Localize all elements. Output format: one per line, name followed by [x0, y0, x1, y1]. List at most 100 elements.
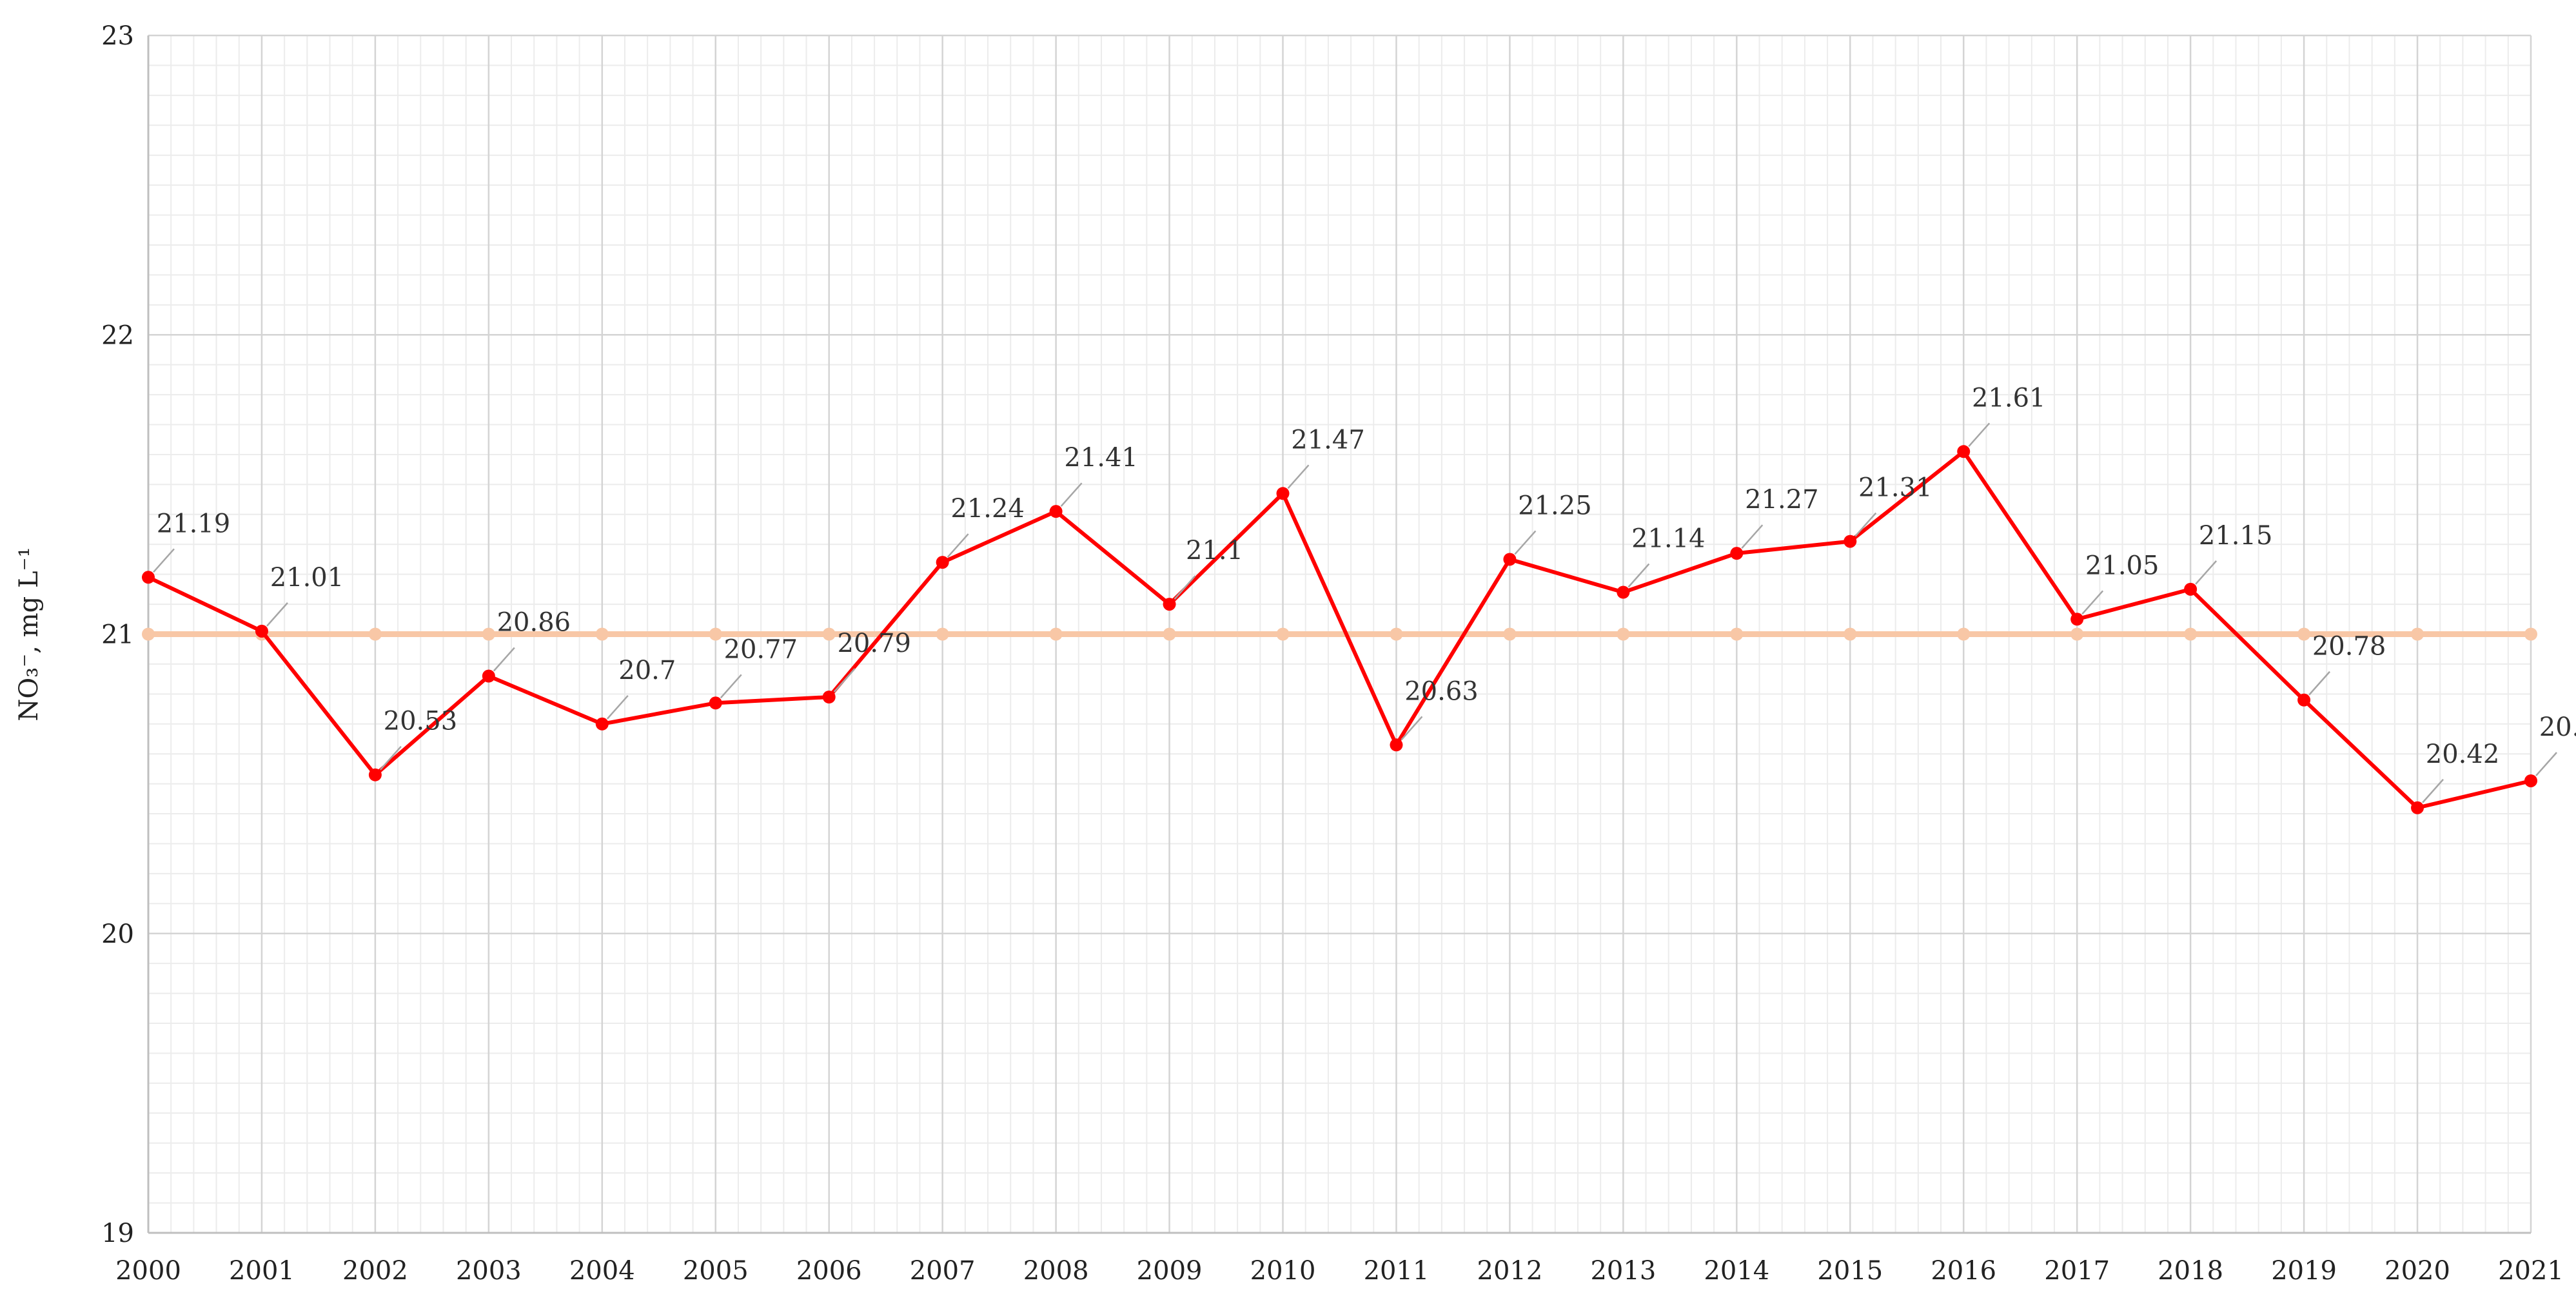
y-tick-label: 19 [101, 1219, 134, 1248]
data-label: 20.63 [1404, 676, 1479, 706]
data-point-nitrate [482, 669, 495, 683]
label-leader-line [1060, 482, 1083, 507]
label-leader-line [1627, 563, 1650, 588]
x-tick-label: 2014 [1704, 1256, 1769, 1286]
y-tick-label: 21 [101, 620, 134, 650]
data-label: 20.79 [837, 629, 911, 658]
series-line-nitrate [147, 449, 2532, 810]
x-tick-label: 2004 [569, 1256, 635, 1286]
x-tick-labels: 2000 2001 2002 2003 2004 2005 2006 2007 2008 2009… [115, 1256, 2564, 1286]
data-point-nitrate [255, 624, 268, 638]
data-point-reference [1049, 627, 1063, 641]
data-point-nitrate [1617, 585, 1630, 599]
label-leader-line [2081, 590, 2104, 615]
data-point-nitrate [936, 556, 949, 569]
data-point-reference [482, 627, 495, 641]
data-label: 21.24 [950, 494, 1025, 524]
y-tick-labels: 19 20 21 22 23 [101, 21, 134, 1248]
x-tick-label: 2000 [115, 1256, 181, 1286]
data-point-reference [1163, 627, 1176, 641]
label-leader-line [1968, 422, 1991, 447]
data-label: 20.42 [2426, 740, 2500, 769]
y-tick-label: 20 [101, 919, 134, 949]
data-label: 20.77 [724, 634, 798, 664]
data-labels: 21.19 21.01 20.53 20.86 20.7 20.77 20.79 21.24 2… [157, 383, 2576, 769]
label-leader-line [1287, 464, 1310, 489]
data-point-nitrate [1957, 445, 1971, 458]
x-tick-label: 2013 [1590, 1256, 1656, 1286]
x-tick-label: 2003 [456, 1256, 522, 1286]
data-point-nitrate [1503, 553, 1517, 566]
label-leader-line [266, 602, 288, 627]
data-point-nitrate [2411, 801, 2424, 814]
label-leader-line [2195, 560, 2217, 585]
label-leader-line [947, 533, 969, 558]
x-tick-label: 2017 [2044, 1256, 2110, 1286]
data-point-nitrate [2070, 613, 2084, 626]
data-label: 20.86 [497, 607, 571, 637]
data-point-nitrate [1276, 487, 1290, 500]
data-point-nitrate [2524, 774, 2537, 787]
label-leader-line [379, 745, 402, 771]
data-point-nitrate [1163, 598, 1176, 611]
x-tick-label: 2005 [683, 1256, 749, 1286]
data-point-reference [1503, 627, 1517, 641]
data-label: 21.15 [2199, 521, 2273, 551]
data-label: 21.01 [270, 563, 344, 593]
x-tick-label: 2001 [229, 1256, 295, 1286]
data-label: 21.31 [1858, 473, 1932, 503]
x-tick-label: 2020 [2384, 1256, 2450, 1286]
data-point-reference [936, 627, 949, 641]
data-point-reference [2297, 627, 2311, 641]
data-point-nitrate [2297, 693, 2311, 707]
data-label: 20.51 [2539, 712, 2576, 742]
data-point-reference [1617, 627, 1630, 641]
y-tick-label: 23 [101, 21, 134, 51]
x-tick-label: 2015 [1817, 1256, 1883, 1286]
x-tick-label: 2002 [342, 1256, 408, 1286]
x-tick-label: 2011 [1364, 1256, 1430, 1286]
data-point-nitrate [709, 696, 722, 710]
data-label: 21.41 [1064, 443, 1138, 473]
label-leader-line [2308, 671, 2331, 696]
data-point-nitrate [1844, 535, 1857, 548]
label-leader-lines [153, 422, 2557, 803]
data-label: 21.19 [157, 509, 231, 538]
data-label: 20.53 [384, 707, 458, 736]
data-label: 21.25 [1518, 491, 1592, 520]
data-label: 21.27 [1745, 485, 1819, 515]
data-label: 20.7 [618, 656, 676, 685]
x-tick-label: 2007 [910, 1256, 976, 1286]
x-tick-label: 2018 [2158, 1256, 2223, 1286]
series-layer [142, 445, 2537, 814]
x-tick-label: 2016 [1931, 1256, 1996, 1286]
data-point-reference [709, 627, 722, 641]
label-leader-line [493, 647, 515, 672]
label-leader-line [833, 668, 856, 693]
x-tick-label: 2008 [1023, 1256, 1089, 1286]
data-point-nitrate [595, 717, 609, 731]
data-point-reference [1844, 627, 1857, 641]
label-leader-line [2422, 778, 2444, 803]
label-leader-line [606, 694, 629, 720]
data-point-reference [1957, 627, 1971, 641]
data-point-reference [1390, 627, 1403, 641]
data-point-nitrate [822, 690, 836, 703]
data-point-reference [1276, 627, 1290, 641]
data-point-nitrate [1390, 738, 1403, 752]
label-leader-line [1741, 524, 1764, 549]
data-point-reference [822, 627, 836, 641]
data-point-reference [2411, 627, 2424, 641]
data-label: 20.78 [2312, 632, 2386, 662]
data-point-reference [368, 627, 382, 641]
data-label: 21.1 [1186, 536, 1243, 565]
data-point-nitrate [142, 571, 155, 584]
data-point-reference [1730, 627, 1744, 641]
data-point-reference [595, 627, 609, 641]
data-point-nitrate [368, 768, 382, 781]
x-tick-label: 2010 [1250, 1256, 1316, 1286]
label-leader-line [720, 674, 742, 699]
data-point-reference [2184, 627, 2197, 641]
data-point-reference [2070, 627, 2084, 641]
